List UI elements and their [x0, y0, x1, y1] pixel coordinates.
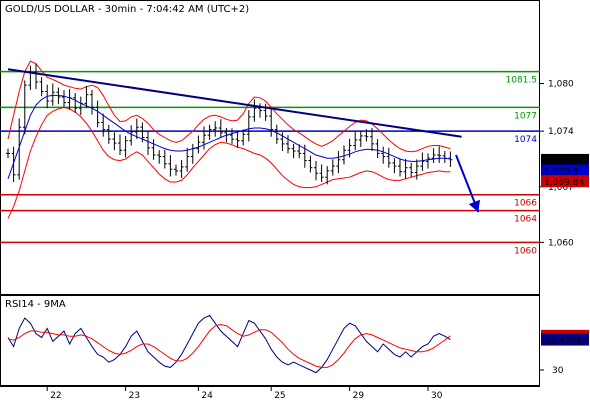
projection-arrow-head: [468, 199, 480, 213]
level-label-1074: 1074: [514, 135, 537, 145]
moving-average-line: [7, 94, 451, 179]
level-label-1066: 1066: [514, 199, 537, 209]
x-tick-label: 24: [201, 391, 213, 400]
price-tag-label: 1,070.38: [544, 157, 584, 167]
bollinger-upper-line: [7, 60, 451, 153]
chart-title: GOLD/US DOLLAR - 30min - 7:04:42 AM (UTC…: [5, 4, 249, 15]
y-tick-label: 1,074: [548, 127, 574, 137]
rsi-panel: RSI14 - 9MA 30 56.296653.4201: [0, 295, 589, 386]
x-tick-label: 30: [431, 391, 443, 400]
price-tag-box: [541, 164, 589, 177]
rsi-ma-line: [7, 323, 451, 368]
price-panel: GOLD/US DOLLAR - 30min - 7:04:42 AM (UTC…: [0, 0, 589, 295]
level-label-1064: 1064: [514, 215, 537, 225]
price-tag-label: 1,069.84: [544, 178, 584, 188]
y-tick-label: 1,067: [548, 183, 574, 193]
rsi-tag-box: [541, 333, 589, 346]
x-tick-label: 23: [129, 391, 140, 400]
price-tag-box: [541, 153, 589, 166]
level-label-1077: 1077: [514, 111, 537, 121]
price-tag-label: 1,070.3: [544, 167, 578, 177]
price-tag-box: [541, 175, 589, 188]
rsi-y-tick-label: 30: [552, 366, 564, 376]
rsi-line: [7, 314, 451, 374]
y-tick-label: 1,080: [548, 80, 574, 90]
x-tick-label: 29: [353, 391, 365, 400]
rsi-title: RSI14 - 9MA: [5, 299, 66, 310]
x-tick-label: 22: [50, 391, 61, 400]
rsi-tag-label: 53.4201: [544, 337, 581, 347]
resistance-trendline: [7, 68, 462, 138]
level-label-1081.5: 1081.5: [506, 76, 538, 86]
bollinger-lower-line: [7, 106, 451, 219]
x-tick-label: 25: [274, 391, 285, 400]
y-tick-label: 1,060: [548, 238, 574, 248]
level-label-1060: 1060: [514, 246, 537, 256]
x-axis: 22 23 24 25 29 30: [0, 386, 540, 401]
